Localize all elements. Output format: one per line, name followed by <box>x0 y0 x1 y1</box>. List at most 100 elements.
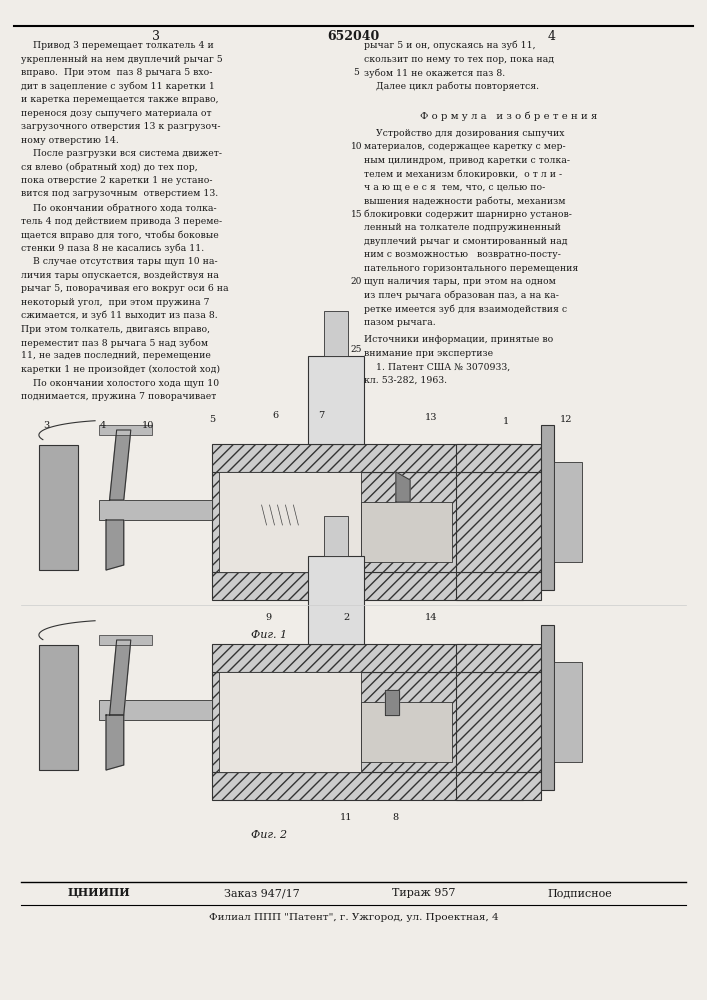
Text: После разгрузки вся система движет-: После разгрузки вся система движет- <box>21 149 222 158</box>
Bar <box>219 472 361 572</box>
Text: укрепленный на нем двуплечий рычаг 5: укрепленный на нем двуплечий рычаг 5 <box>21 54 223 64</box>
Text: ся влево (обратный ход) до тех пор,: ся влево (обратный ход) до тех пор, <box>21 163 198 172</box>
Text: сжимается, и зуб 11 выходит из паза 8.: сжимается, и зуб 11 выходит из паза 8. <box>21 311 218 320</box>
Text: В случае отсутствия тары щуп 10 на-: В случае отсутствия тары щуп 10 на- <box>21 257 218 266</box>
Bar <box>554 462 582 562</box>
Bar <box>219 672 361 772</box>
Polygon shape <box>110 640 131 715</box>
Text: дит в зацепление с зубом 11 каретки 1: дит в зацепление с зубом 11 каретки 1 <box>21 82 215 91</box>
Bar <box>324 311 348 356</box>
Text: загрузочного отверстия 13 к разгрузоч-: загрузочного отверстия 13 к разгрузоч- <box>21 122 221 131</box>
Text: 5: 5 <box>354 68 359 77</box>
Text: Фиг. 2: Фиг. 2 <box>250 830 287 840</box>
Bar <box>99 635 152 645</box>
Bar <box>456 444 541 472</box>
Text: щается вправо для того, чтобы боковые: щается вправо для того, чтобы боковые <box>21 230 219 239</box>
Text: личия тары опускается, воздействуя на: личия тары опускается, воздействуя на <box>21 271 219 280</box>
Text: Источники информации, принятые во: Источники информации, принятые во <box>364 335 554 344</box>
Bar <box>212 472 523 572</box>
Text: ним с возможностью   возвратно-посту-: ним с возможностью возвратно-посту- <box>364 250 561 259</box>
Bar <box>39 445 78 570</box>
Bar <box>541 625 554 790</box>
Text: 4: 4 <box>547 30 556 43</box>
Bar <box>212 572 523 600</box>
Text: и каретка перемещается также вправо,: и каретка перемещается также вправо, <box>21 95 218 104</box>
Text: 13: 13 <box>425 412 438 422</box>
Polygon shape <box>385 690 399 715</box>
Text: 6: 6 <box>273 410 279 420</box>
Bar <box>456 644 541 672</box>
Text: пока отверстие 2 каретки 1 не устано-: пока отверстие 2 каретки 1 не устано- <box>21 176 213 185</box>
Text: рычаг 5, поворачивая его вокруг оси 6 на: рычаг 5, поворачивая его вокруг оси 6 на <box>21 284 229 293</box>
Text: ЦНИИПИ: ЦНИИПИ <box>68 888 130 898</box>
Text: 12: 12 <box>559 416 572 424</box>
Bar <box>212 644 523 672</box>
Text: телем и механизм блокировки,  о т л и -: телем и механизм блокировки, о т л и - <box>364 169 562 179</box>
Text: 10: 10 <box>142 420 155 430</box>
Text: вправо.  При этом  паз 8 рычага 5 вхо-: вправо. При этом паз 8 рычага 5 вхо- <box>21 68 213 77</box>
Bar <box>308 556 364 644</box>
Polygon shape <box>110 430 131 500</box>
Polygon shape <box>106 520 124 570</box>
Text: Устройство для дозирования сыпучих: Устройство для дозирования сыпучих <box>364 129 565 138</box>
Text: 5: 5 <box>209 416 215 424</box>
Text: 4: 4 <box>100 420 105 430</box>
Bar <box>456 672 541 772</box>
Bar <box>212 444 523 472</box>
Text: тель 4 под действием привода 3 переме-: тель 4 под действием привода 3 переме- <box>21 217 222 226</box>
Text: пазом рычага.: пазом рычага. <box>364 318 436 327</box>
Text: Филиал ППП "Патент", г. Ужгород, ул. Проектная, 4: Филиал ППП "Патент", г. Ужгород, ул. Про… <box>209 914 498 922</box>
Text: вышения надежности работы, механизм: вышения надежности работы, механизм <box>364 196 566 206</box>
Text: ретке имеется зуб для взаимодействия с: ретке имеется зуб для взаимодействия с <box>364 304 567 314</box>
Text: При этом толкатель, двигаясь вправо,: При этом толкатель, двигаясь вправо, <box>21 324 210 334</box>
Text: ленный на толкателе подпружиненный: ленный на толкателе подпружиненный <box>364 223 561 232</box>
Text: 7: 7 <box>319 410 325 420</box>
Text: поднимается, пружина 7 поворачивает: поднимается, пружина 7 поворачивает <box>21 392 216 401</box>
Bar <box>39 645 78 770</box>
Bar <box>99 425 152 435</box>
Text: Заказ 947/17: Заказ 947/17 <box>223 888 300 898</box>
Bar <box>99 700 212 720</box>
Text: 11: 11 <box>340 814 353 822</box>
Bar <box>361 702 452 762</box>
Text: из плеч рычага образован паз, а на ка-: из плеч рычага образован паз, а на ка- <box>364 291 559 300</box>
Text: каретки 1 не произойдет (холостой ход): каретки 1 не произойдет (холостой ход) <box>21 365 221 374</box>
Text: ным цилиндром, привод каретки с толка-: ным цилиндром, привод каретки с толка- <box>364 156 570 165</box>
Text: ному отверстию 14.: ному отверстию 14. <box>21 136 119 145</box>
Polygon shape <box>106 715 124 770</box>
Text: 1: 1 <box>503 418 508 426</box>
Text: Фиг. 1: Фиг. 1 <box>250 630 287 640</box>
Text: ч а ю щ е е с я  тем, что, с целью по-: ч а ю щ е е с я тем, что, с целью по- <box>364 183 545 192</box>
Bar <box>554 662 582 762</box>
Text: вится под загрузочным  отверстием 13.: вится под загрузочным отверстием 13. <box>21 190 218 198</box>
Text: некоторый угол,  при этом пружина 7: некоторый угол, при этом пружина 7 <box>21 298 210 307</box>
Text: двуплечий рычаг и смонтированный над: двуплечий рычаг и смонтированный над <box>364 237 568 246</box>
Text: Далее цикл работы повторяется.: Далее цикл работы повторяется. <box>364 82 539 91</box>
Text: 652040: 652040 <box>327 30 380 43</box>
Polygon shape <box>396 472 410 502</box>
Text: 10: 10 <box>351 142 362 151</box>
Bar <box>308 356 364 444</box>
Text: 8: 8 <box>393 814 399 822</box>
Text: щуп наличия тары, при этом на одном: щуп наличия тары, при этом на одном <box>364 277 556 286</box>
Text: 3: 3 <box>151 30 160 43</box>
Text: 9: 9 <box>266 613 271 622</box>
Text: внимание при экспертизе: внимание при экспертизе <box>364 349 493 358</box>
Bar <box>456 472 541 572</box>
Bar <box>99 500 212 520</box>
Bar <box>456 772 541 800</box>
Text: 1. Патент США № 3070933,: 1. Патент США № 3070933, <box>364 362 510 371</box>
Text: скользит по нему то тех пор, пока над: скользит по нему то тех пор, пока над <box>364 54 554 64</box>
Text: Тираж 957: Тираж 957 <box>392 888 456 898</box>
Text: 2: 2 <box>344 613 349 622</box>
Text: 15: 15 <box>351 210 362 219</box>
Text: 25: 25 <box>351 345 362 354</box>
Text: переместит паз 8 рычага 5 над зубом: переместит паз 8 рычага 5 над зубом <box>21 338 209 348</box>
Bar <box>212 672 523 772</box>
Text: материалов, содержащее каретку с мер-: материалов, содержащее каретку с мер- <box>364 142 566 151</box>
Bar <box>456 572 541 600</box>
Text: блокировки содержит шарнирно установ-: блокировки содержит шарнирно установ- <box>364 210 572 219</box>
Text: По окончании холостого хода щуп 10: По окончании холостого хода щуп 10 <box>21 379 219 388</box>
Text: рычаг 5 и он, опускаясь на зуб 11,: рычаг 5 и он, опускаясь на зуб 11, <box>364 41 536 50</box>
Text: 11, не задев последний, перемещение: 11, не задев последний, перемещение <box>21 352 211 360</box>
